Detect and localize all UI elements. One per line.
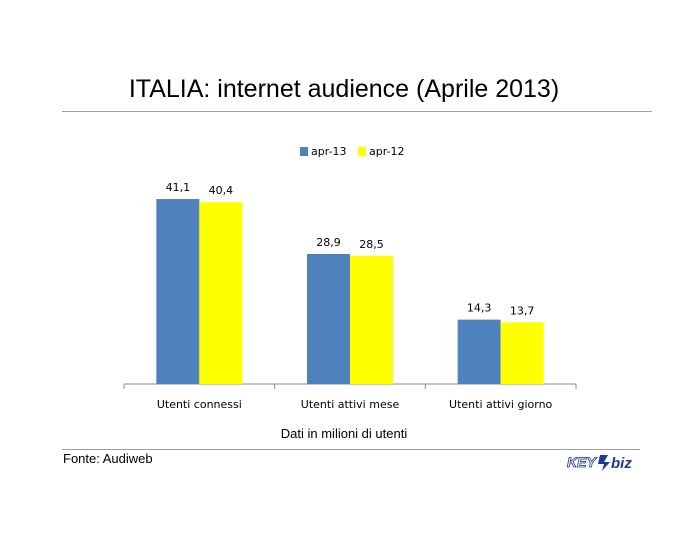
bar-apr-13-2 — [307, 253, 350, 384]
chart-title: ITALIA: internet audience (Aprile 2013) — [128, 75, 560, 103]
bar-apr-13-1 — [156, 199, 200, 384]
x-axis-label: Dati in milioni di utenti — [281, 426, 408, 441]
logo-biz-text: biz — [611, 455, 632, 472]
bar-apr-12-1 — [199, 202, 243, 384]
legend-swatch-apr-13 — [300, 147, 308, 156]
data-label: 13,7 — [510, 304, 535, 317]
bar-apr-12-3 — [500, 322, 544, 384]
title-divider — [62, 111, 652, 112]
source-note: Fonte: Audiweb — [63, 451, 153, 466]
key4biz-logo: KEY biz — [567, 454, 633, 472]
category-label: Utenti attivi giorno — [449, 398, 553, 411]
legend-swatch-apr-12 — [358, 147, 366, 156]
data-label: 28,9 — [316, 236, 341, 249]
data-label: 28,5 — [359, 238, 384, 251]
data-label: 14,3 — [467, 302, 492, 315]
bar-apr-13-3 — [457, 319, 501, 384]
footer-divider — [62, 449, 640, 450]
data-label: 41,1 — [166, 181, 191, 194]
logo-bolt-icon — [598, 455, 610, 471]
legend-label: apr-12 — [369, 145, 405, 158]
data-label: 40,4 — [209, 184, 234, 197]
bar-apr-12-2 — [350, 255, 393, 384]
category-label: Utenti connessi — [157, 398, 242, 411]
logo-key-text: KEY — [567, 454, 597, 470]
legend-label: apr-13 — [311, 145, 347, 158]
category-label: Utenti attivi mese — [301, 398, 400, 411]
